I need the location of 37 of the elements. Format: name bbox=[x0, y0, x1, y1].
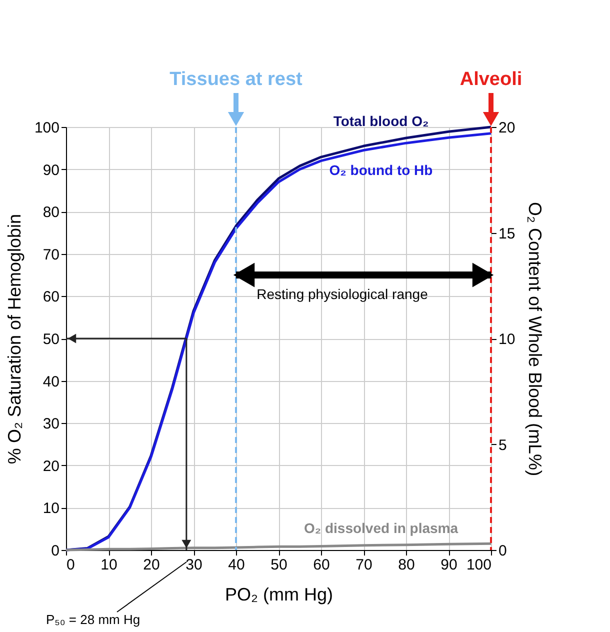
x-tick-label: 90 bbox=[440, 556, 458, 574]
y-tick-label: 80 bbox=[42, 204, 60, 222]
y-tick-label: 70 bbox=[42, 246, 60, 264]
x-tick-label: 10 bbox=[100, 556, 118, 574]
x-tick-label: 100 bbox=[466, 556, 492, 574]
series-label: Total blood O₂ bbox=[333, 113, 429, 129]
y2-axis-title: O₂ Content of Whole Blood (mL%) bbox=[525, 202, 546, 476]
y-tick-label: 90 bbox=[42, 162, 60, 179]
x-tick-label: 30 bbox=[186, 556, 202, 574]
y2-tick-label: 0 bbox=[498, 542, 507, 560]
y-tick-label: 100 bbox=[34, 120, 60, 136]
y-tick-label: 30 bbox=[42, 416, 60, 433]
y-tick-label: 50 bbox=[42, 331, 60, 348]
x-tick-label: 80 bbox=[398, 556, 415, 574]
x-tick-label: 20 bbox=[143, 556, 160, 574]
series-label: O₂ dissolved in plasma bbox=[304, 520, 458, 536]
series-label: O₂ bound to Hb bbox=[329, 162, 433, 178]
text: P₅₀ = 28 mm Hg bbox=[46, 612, 140, 627]
y2-tick-label: 5 bbox=[498, 436, 507, 454]
x-tick-label: 70 bbox=[356, 556, 372, 574]
x-tick-label: 0 bbox=[66, 556, 75, 574]
ref-line-label: Alveoli bbox=[460, 69, 522, 90]
ref-line-label: Tissues at rest bbox=[170, 69, 304, 90]
y2-tick-label: 10 bbox=[498, 331, 516, 348]
y-tick-label: 40 bbox=[42, 373, 60, 390]
y-tick-label: 60 bbox=[42, 288, 60, 306]
x-tick-label: 60 bbox=[313, 556, 330, 574]
x-tick-label: 40 bbox=[228, 556, 245, 574]
y-tick-label: 0 bbox=[51, 542, 60, 560]
y2-tick-label: 15 bbox=[498, 225, 516, 242]
x-tick-label: 50 bbox=[270, 556, 288, 574]
y-axis-title: % O₂ Saturation of Hemoglobin bbox=[4, 214, 24, 464]
y-tick-label: 20 bbox=[42, 458, 60, 475]
y-tick-label: 10 bbox=[42, 500, 60, 518]
x-axis-title: PO₂ (mm Hg) bbox=[225, 584, 333, 604]
y2-tick-label: 20 bbox=[498, 120, 516, 136]
annotation: Resting physiological range bbox=[256, 286, 428, 302]
